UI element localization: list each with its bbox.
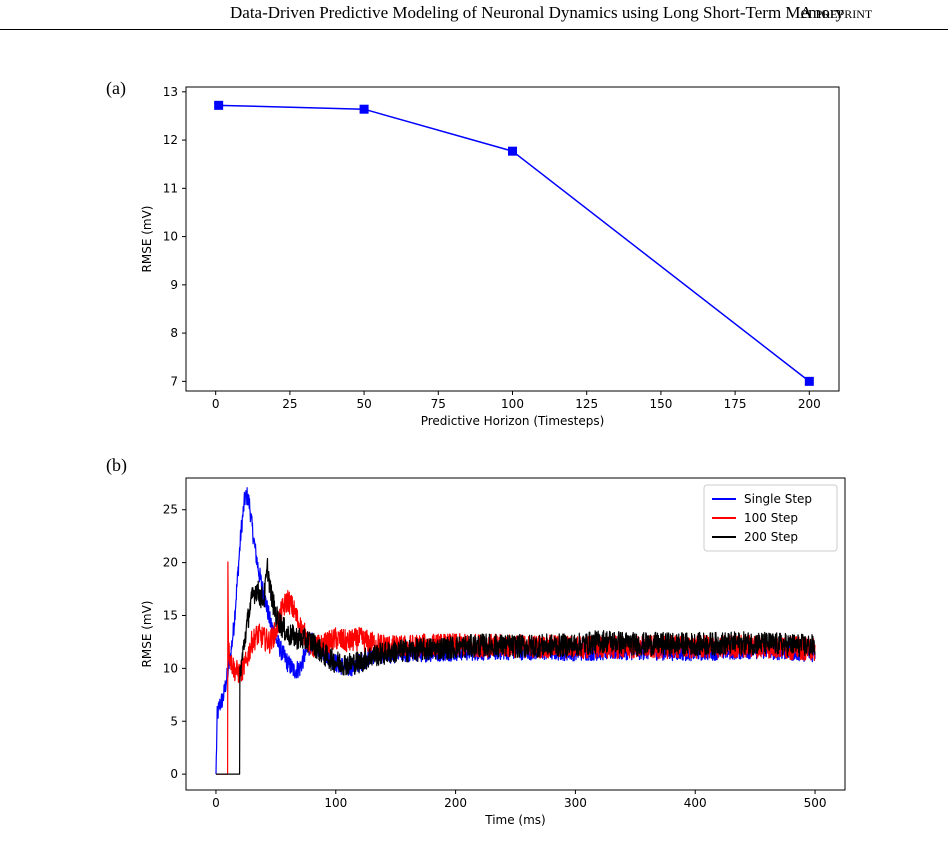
- preprint-label: A preprint: [800, 3, 873, 22]
- paper-title: Data-Driven Predictive Modeling of Neuro…: [230, 3, 844, 22]
- chart-rmse-vs-time: 0 100 200 300 400 500 0 5 10 15 20 25 Time (ms) RMSE …: [140, 477, 846, 827]
- x-tick-label: 25: [282, 397, 297, 411]
- plot-frame: [185, 477, 846, 791]
- x-tick-label: 0: [212, 796, 220, 810]
- y-axis-label: RMSE (mV): [140, 206, 154, 273]
- legend-entry: 100 Step: [744, 511, 798, 525]
- x-tick-label: 200: [798, 397, 821, 411]
- x-tick-label: 100: [501, 397, 524, 411]
- data-point: [508, 146, 517, 156]
- y-tick-label: 12: [163, 133, 178, 147]
- panel-label-b: (b): [106, 455, 127, 475]
- data-point: [359, 104, 369, 114]
- y-tick-label: 20: [163, 556, 178, 570]
- legend-entry: 200 Step: [744, 530, 798, 544]
- x-tick-label: 50: [356, 397, 371, 411]
- header-rule: [0, 29, 948, 30]
- legend-box: [703, 484, 838, 552]
- x-axis-label: Predictive Horizon (Timesteps): [421, 414, 605, 428]
- plot-frame: [185, 86, 840, 392]
- legend-entry: Single Step: [744, 492, 812, 506]
- x-tick-label: 175: [724, 397, 747, 411]
- y-tick-label: 0: [170, 767, 178, 781]
- y-axis-label: RMSE (mV): [140, 601, 154, 668]
- x-tick-label: 0: [212, 397, 220, 411]
- data-point: [804, 376, 814, 386]
- y-tick-label: 10: [163, 230, 178, 244]
- panel-label-a: (a): [106, 78, 126, 98]
- y-tick-label: 5: [170, 714, 178, 728]
- x-axis-label: Time (ms): [484, 813, 546, 827]
- running-header: Data-Driven Predictive Modeling of Neuro…: [0, 0, 948, 30]
- x-tick-label: 200: [444, 796, 467, 810]
- y-tick-label: 15: [163, 608, 178, 622]
- x-tick-label: 500: [804, 796, 827, 810]
- series-line-200-step: [215, 557, 816, 775]
- x-tick-label: 300: [564, 796, 587, 810]
- x-tick-label: 75: [431, 397, 446, 411]
- x-tick-label: 100: [324, 796, 347, 810]
- y-tick-label: 9: [170, 278, 178, 292]
- y-tick-label: 13: [163, 85, 178, 99]
- x-tick-label: 400: [684, 796, 707, 810]
- series-line-rmse: [218, 104, 810, 382]
- y-tick-label: 8: [170, 326, 178, 340]
- series-line-100-step: [215, 561, 816, 775]
- x-tick-label: 125: [575, 397, 598, 411]
- y-tick-label: 11: [163, 181, 178, 195]
- y-tick-label: 25: [163, 503, 178, 517]
- y-tick-label: 10: [163, 661, 178, 675]
- chart-rmse-vs-horizon: 0 25 50 75 100 125 150 175 200 7 8 9 10 11 12 13 Predict…: [140, 85, 840, 428]
- y-tick-label: 7: [170, 374, 178, 388]
- x-tick-label: 150: [649, 397, 672, 411]
- data-point: [214, 100, 224, 110]
